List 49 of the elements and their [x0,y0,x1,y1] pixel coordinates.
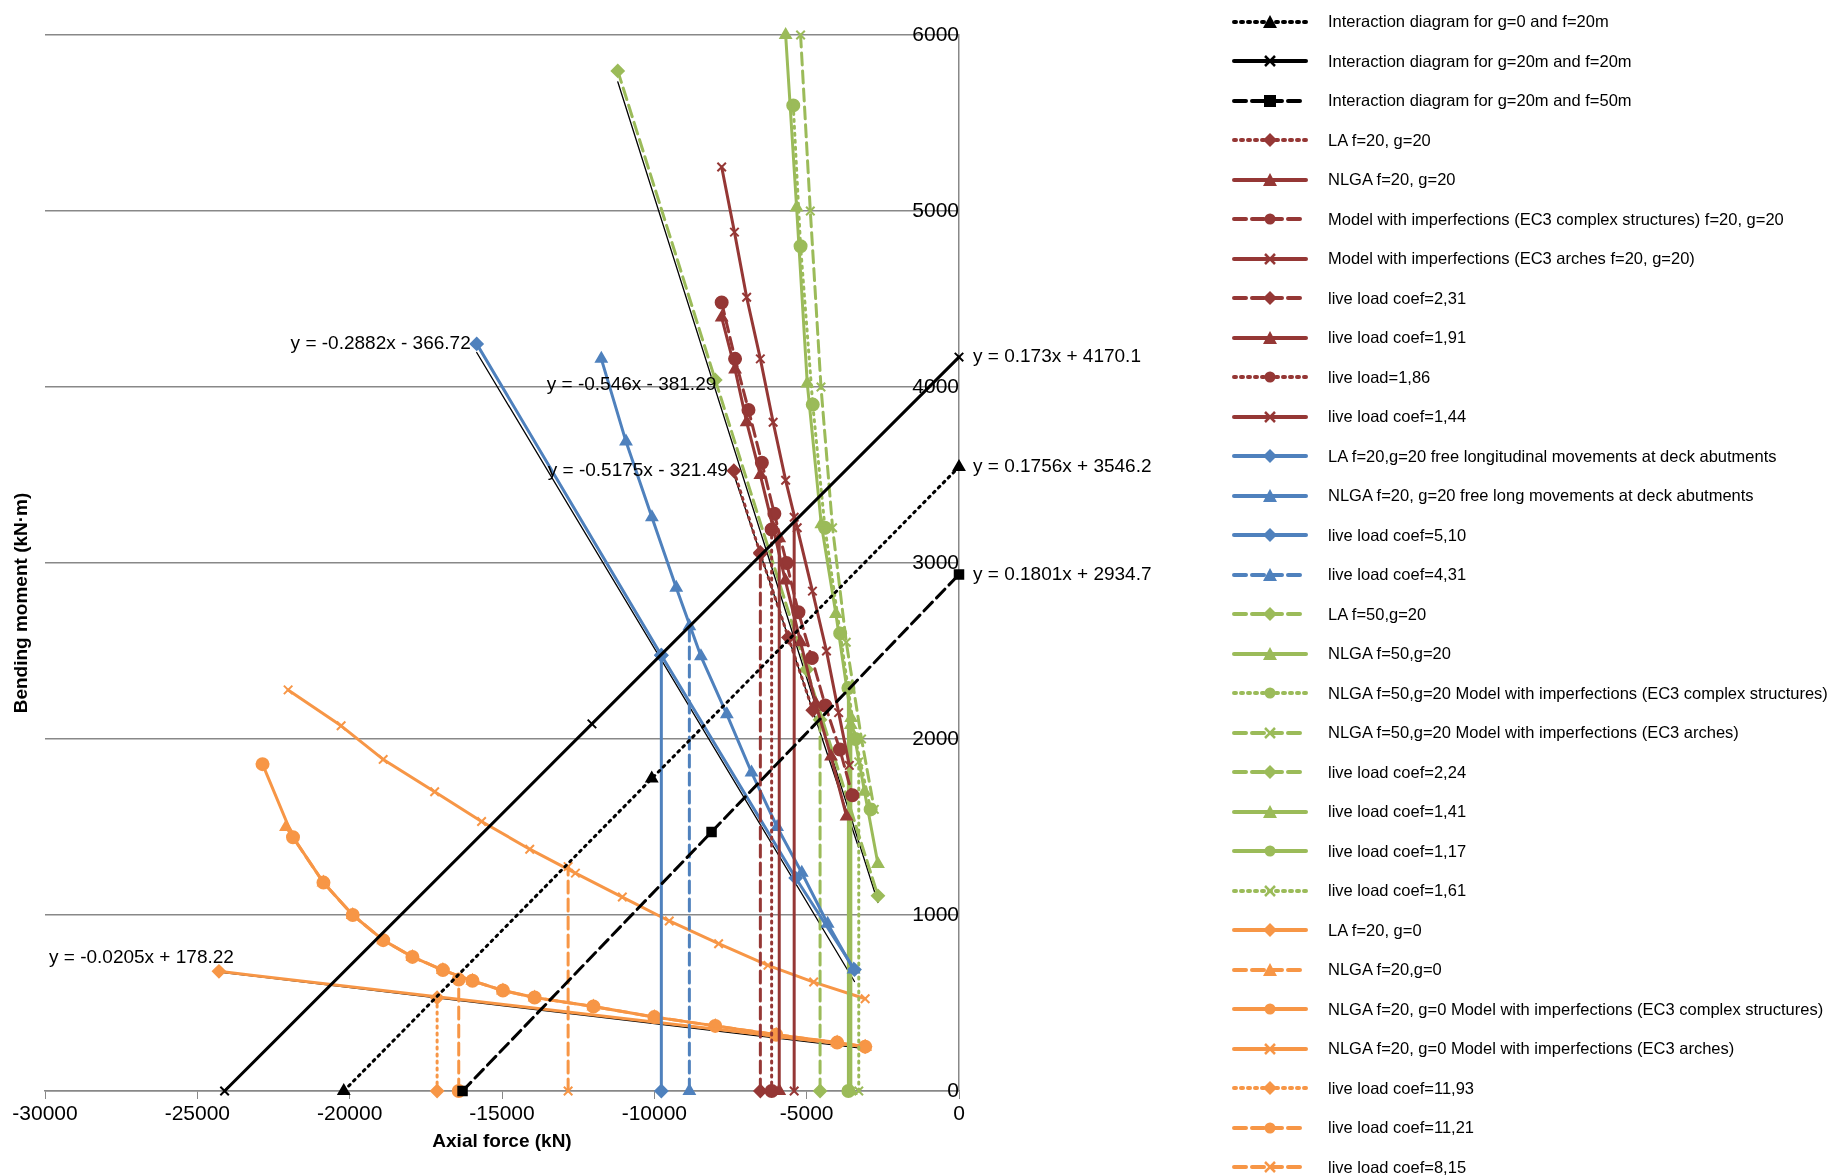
legend-label: NLGA f=20, g=20 free long movements at deck abutments [1328,486,1754,506]
legend-label: NLGA f=20, g=0 Model with imperfections (EC3 complex structures) [1328,999,1824,1019]
legend-label: live load coef=11,21 [1328,1118,1475,1138]
legend-label: live load coef=1,44 [1328,407,1467,427]
annotation: y = 0.1801x + 2934.7 [973,562,1152,584]
legend-label: live load coef=5,10 [1328,525,1467,545]
legend-label: LA f=20, g=20 [1328,130,1431,150]
y-tick-label: 6000 [912,21,959,45]
x-tick-label: -10000 [621,1101,688,1125]
legend-label: live load coef=4,31 [1328,565,1467,585]
legend-label: NLGA f=50,g=20 Model with imperfections (EC3 arches) [1328,723,1739,743]
x-axis-title: Axial force (kN) [432,1129,572,1151]
x-tick-label: -15000 [469,1101,535,1125]
legend-label: LA f=20, g=0 [1328,920,1422,940]
x-tick-label: -5000 [779,1101,834,1125]
legend-label: Interaction diagram for g=20m and f=20m [1328,51,1632,71]
legend-label: live load coef=2,24 [1328,762,1467,782]
annotation: y = -0.2882x - 366.72 [290,332,471,354]
legend-label: Interaction diagram for g=0 and f=20m [1328,12,1609,32]
y-tick-label: 2000 [912,725,959,749]
legend-label: Interaction diagram for g=20m and f=50m [1328,91,1632,111]
annotation: y = 0.173x + 4170.1 [973,345,1141,367]
legend-label: live load coef=8,15 [1328,1157,1467,1175]
legend-label: LA f=50,g=20 [1328,604,1427,624]
legend-label: live load coef=11,93 [1328,1078,1475,1098]
x-tick-label: -30000 [12,1101,78,1125]
legend-label: Model with imperfections (EC3 arches f=20, g=20) [1328,249,1695,269]
annotation: y = 0.1756x + 3546.2 [973,455,1152,477]
legend-label: live load coef=1,17 [1328,841,1467,861]
y-tick-label: 1000 [912,901,959,925]
annotation: y = -0.0205x + 178.22 [49,945,234,967]
legend-label: Model with imperfections (EC3 complex structures) f=20, g=20 [1328,209,1784,229]
legend-label: live load coef=1,61 [1328,881,1467,901]
legend-label: NLGA f=50,g=20 [1328,644,1451,664]
legend-label: NLGA f=20, g=20 [1328,170,1456,190]
x-tick-label: -20000 [316,1101,383,1125]
y-tick-label: 5000 [912,197,959,221]
y-axis-title: Bending moment (kN·m) [10,492,32,714]
legend-label: live load coef=1,41 [1328,802,1467,822]
legend-label: NLGA f=20,g=0 [1328,960,1442,980]
legend-label: live load coef=2,31 [1328,288,1467,308]
y-tick-label: 3000 [912,549,959,573]
legend-label: NLGA f=20, g=0 Model with imperfections (EC3 arches) [1328,1039,1735,1059]
legend-label: live load coef=1,91 [1328,328,1467,348]
legend-label: live load=1,86 [1328,367,1431,387]
x-tick-label: -25000 [164,1101,231,1125]
legend-label: LA f=20,g=20 free longitudinal movements at deck abutments [1328,446,1777,466]
y-tick-label: 0 [947,1077,959,1101]
legend-label: NLGA f=50,g=20 Model with imperfections (EC3 complex structures) [1328,683,1828,703]
